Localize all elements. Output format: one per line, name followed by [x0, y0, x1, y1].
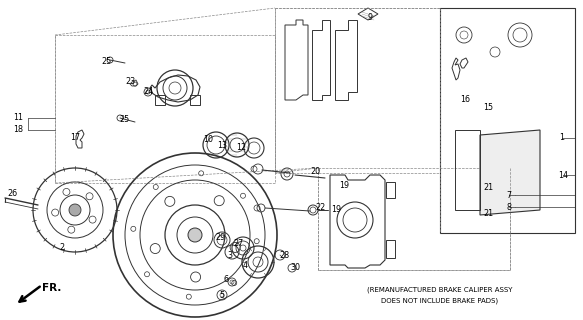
Text: 7: 7: [507, 190, 511, 199]
Bar: [318, 168, 510, 270]
Bar: [275, 8, 440, 173]
Polygon shape: [480, 130, 540, 215]
Text: 13: 13: [217, 140, 227, 149]
Text: 12: 12: [236, 143, 246, 153]
Text: 21: 21: [483, 183, 493, 193]
Bar: [440, 8, 575, 233]
Text: 8: 8: [507, 203, 511, 212]
Text: 9: 9: [367, 13, 373, 22]
Text: 14: 14: [558, 171, 568, 180]
Text: 23: 23: [125, 77, 135, 86]
Text: 11: 11: [13, 114, 23, 123]
Text: 26: 26: [7, 188, 17, 197]
Text: 5: 5: [219, 291, 224, 300]
Text: 19: 19: [331, 205, 341, 214]
Text: 27: 27: [233, 239, 243, 249]
Text: 24: 24: [143, 87, 153, 97]
Text: 17: 17: [70, 133, 80, 142]
Text: 30: 30: [290, 263, 300, 273]
Text: 1: 1: [560, 133, 564, 142]
Text: 19: 19: [339, 180, 349, 189]
Text: 29: 29: [215, 233, 225, 242]
Text: 10: 10: [203, 135, 213, 145]
Text: 25: 25: [119, 116, 129, 124]
Bar: [55, 35, 275, 183]
Text: DOES NOT INCLUDE BRAKE PADS): DOES NOT INCLUDE BRAKE PADS): [381, 298, 498, 304]
Text: 28: 28: [279, 251, 289, 260]
Bar: [440, 8, 575, 233]
Text: 21: 21: [483, 209, 493, 218]
Text: 20: 20: [310, 167, 320, 177]
Text: 2: 2: [59, 244, 65, 252]
Text: 22: 22: [315, 203, 325, 212]
Text: FR.: FR.: [43, 283, 62, 293]
Text: 15: 15: [483, 103, 493, 113]
Circle shape: [69, 204, 81, 216]
Text: 16: 16: [460, 95, 470, 105]
Text: 4: 4: [243, 260, 248, 269]
Text: 18: 18: [13, 125, 23, 134]
Text: 6: 6: [223, 276, 229, 284]
Circle shape: [188, 228, 202, 242]
Text: (REMANUFACTURED BRAKE CALIPER ASSY: (REMANUFACTURED BRAKE CALIPER ASSY: [367, 287, 513, 293]
Text: 25: 25: [102, 58, 112, 67]
Text: 3: 3: [227, 252, 233, 260]
